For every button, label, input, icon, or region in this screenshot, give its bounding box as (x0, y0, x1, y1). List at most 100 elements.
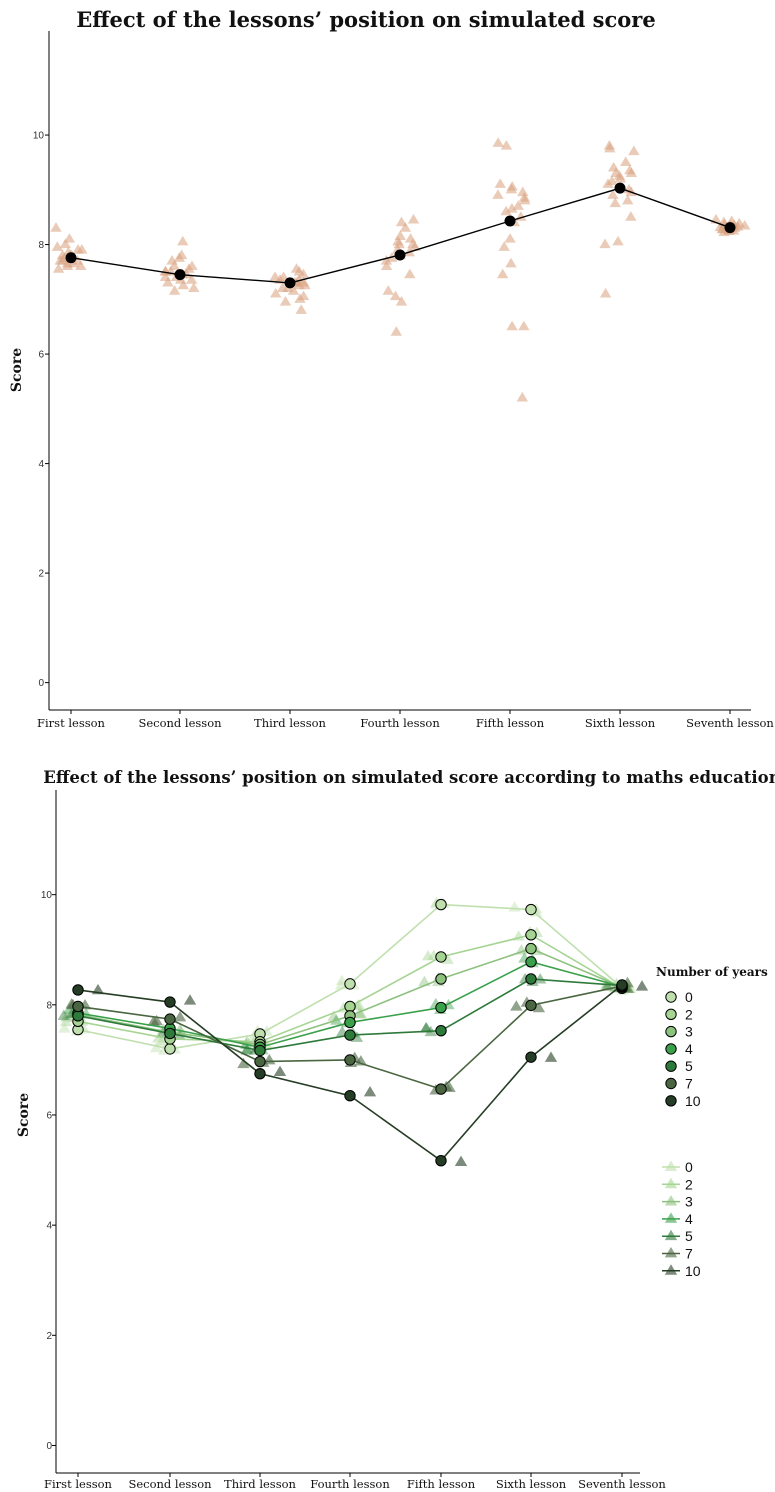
series-point (254, 1067, 266, 1080)
data-point (399, 222, 412, 232)
chart-title: Effect of the lessons’ position on simul… (76, 7, 655, 32)
data-point (500, 139, 513, 150)
axes: 0 2 4 6 8 10 First lesson Second lesson Third le… (41, 790, 666, 1491)
data-point (454, 1155, 468, 1167)
data-point (61, 260, 74, 271)
y-tick-label: 0 (46, 1441, 52, 1452)
data-point (505, 183, 518, 194)
data-point (237, 1057, 250, 1069)
data-point (395, 216, 408, 227)
data-point (512, 200, 524, 210)
data-point (518, 320, 530, 331)
mean-point (504, 215, 516, 227)
legend-label: 3 (685, 1194, 693, 1210)
data-point (600, 978, 613, 989)
y-tick-label: 2 (38, 569, 44, 580)
series-point (344, 1089, 356, 1102)
data-point (506, 202, 518, 213)
x-tick-label: Fifth lesson (476, 716, 545, 730)
legend-label: 2 (685, 1006, 693, 1022)
data-point (354, 1008, 368, 1019)
data-point (421, 950, 435, 961)
mean-point (614, 182, 626, 194)
series-point (435, 1083, 447, 1095)
series-point (525, 1051, 537, 1063)
legend-label: 10 (685, 1263, 701, 1279)
data-point (380, 254, 393, 265)
data-point (394, 230, 406, 240)
data-point (517, 186, 529, 197)
data-point (609, 197, 621, 208)
data-point (50, 222, 62, 232)
legend-key-circle (665, 1060, 677, 1072)
series-point (525, 903, 537, 916)
data-point (188, 282, 200, 292)
data-point (718, 226, 730, 237)
data-point (149, 1041, 163, 1053)
x-tick-label: Fourth lesson (360, 716, 440, 730)
data-point (492, 137, 504, 147)
y-tick-label: 4 (46, 1221, 52, 1232)
legend-label: 0 (685, 1159, 693, 1175)
chart-top: Effect of the lessons’ position on simul… (9, 7, 774, 730)
x-tick-label: First lesson (37, 716, 106, 730)
series-point (344, 1029, 356, 1041)
data-point (604, 142, 616, 153)
data-point (599, 238, 611, 249)
legend-key-triangle (664, 1177, 678, 1189)
data-point (295, 304, 307, 314)
x-tick-label: Seventh lesson (578, 1477, 666, 1491)
x-tick-label: Second lesson (138, 716, 222, 730)
series-point (164, 1013, 176, 1025)
data-point (635, 980, 649, 991)
data-point (183, 994, 197, 1005)
data-point (168, 285, 181, 295)
legend-label: 7 (685, 1246, 693, 1262)
series-point (72, 1010, 84, 1022)
data-point (380, 260, 393, 271)
data-point (395, 296, 408, 306)
y-axis-label: Score (9, 348, 25, 392)
series-point (435, 1154, 447, 1167)
data-point (419, 1022, 433, 1033)
data-point (75, 260, 87, 271)
mean-line (65, 182, 736, 289)
data-point (51, 241, 64, 251)
legend-key-triangle (664, 1195, 678, 1206)
chart-title: Effect of the lessons’ position on simul… (43, 768, 775, 787)
series-point (435, 898, 447, 911)
data-point (505, 257, 517, 268)
data-point (532, 1001, 546, 1013)
data-point (58, 1022, 71, 1033)
data-point (492, 189, 504, 199)
legend-key-triangle (664, 1247, 678, 1258)
x-tick-label: Fourth lesson (310, 1477, 390, 1491)
legend-key-circle (665, 1025, 677, 1038)
data-point (59, 238, 72, 249)
data-point (173, 1010, 187, 1022)
data-point (420, 1021, 433, 1033)
data-point (498, 241, 510, 251)
y-tick-label: 4 (38, 459, 44, 470)
y-tick-label: 6 (46, 1110, 52, 1121)
x-tick-label: Sixth lesson (496, 1477, 567, 1491)
series-point (254, 1055, 266, 1068)
mean-point (174, 269, 186, 281)
series-point (164, 996, 176, 1008)
data-point (57, 1009, 70, 1020)
y-tick-label: 8 (46, 1000, 52, 1011)
data-point (186, 260, 198, 271)
data-point (622, 194, 634, 205)
series-point (435, 1025, 447, 1037)
data-point (56, 249, 69, 260)
data-point (173, 252, 186, 262)
mean-point (394, 249, 406, 261)
legend-key-circle (665, 1043, 677, 1055)
series-point (72, 984, 84, 996)
data-point (54, 254, 66, 265)
data-point (63, 233, 76, 243)
data-point (625, 167, 638, 177)
axes: 0 2 4 6 8 10 First lesson Second lesson Third le… (33, 31, 774, 730)
series-point (525, 956, 537, 968)
